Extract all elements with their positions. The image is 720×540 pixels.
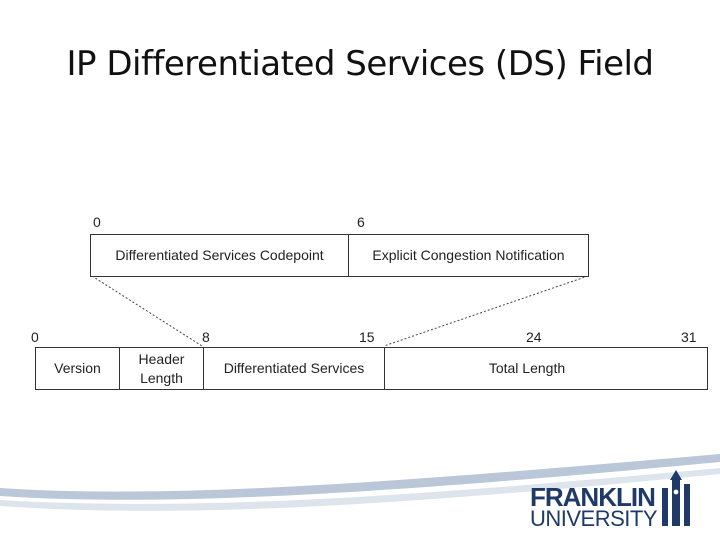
slide-title: IP Differentiated Services (DS) Field: [66, 44, 654, 84]
franklin-university-logo: [0, 454, 720, 526]
header-length-line2: Length: [140, 369, 183, 386]
dscp-field: Differentiated Services Codepoint: [91, 235, 349, 276]
ds-field-box: Differentiated Services Codepoint Explic…: [90, 234, 589, 277]
connector-line-right: [383, 275, 589, 347]
ecn-field: Explicit Congestion Notification: [372, 247, 565, 263]
ip-bit-label-31: 31: [681, 329, 697, 345]
differentiated-services-field: Differentiated Services: [204, 348, 385, 389]
ip-header-row: Version Header Length Differentiated Ser…: [35, 347, 708, 390]
ds-bit-label-0: 0: [93, 214, 101, 230]
header-length-line1: Header: [138, 350, 185, 367]
ip-bit-label-24: 24: [526, 329, 542, 345]
total-length-field: Total Length: [488, 360, 566, 376]
header-length-field: Header Length: [120, 348, 204, 389]
logo-tower-icon: [662, 470, 690, 526]
logo-wave-light: [0, 454, 720, 500]
ip-bit-label-0: 0: [31, 329, 39, 345]
logo-line1: FRANKLIN: [530, 482, 656, 512]
ip-bit-label-8: 8: [202, 329, 210, 345]
ip-bit-label-15: 15: [359, 329, 375, 345]
connector-line-left: [91, 275, 203, 347]
logo-line2: UNIVERSITY: [530, 506, 658, 531]
ds-bit-label-6: 6: [357, 214, 365, 230]
logo-wave-mid: [0, 468, 720, 511]
version-field: Version: [36, 348, 120, 389]
